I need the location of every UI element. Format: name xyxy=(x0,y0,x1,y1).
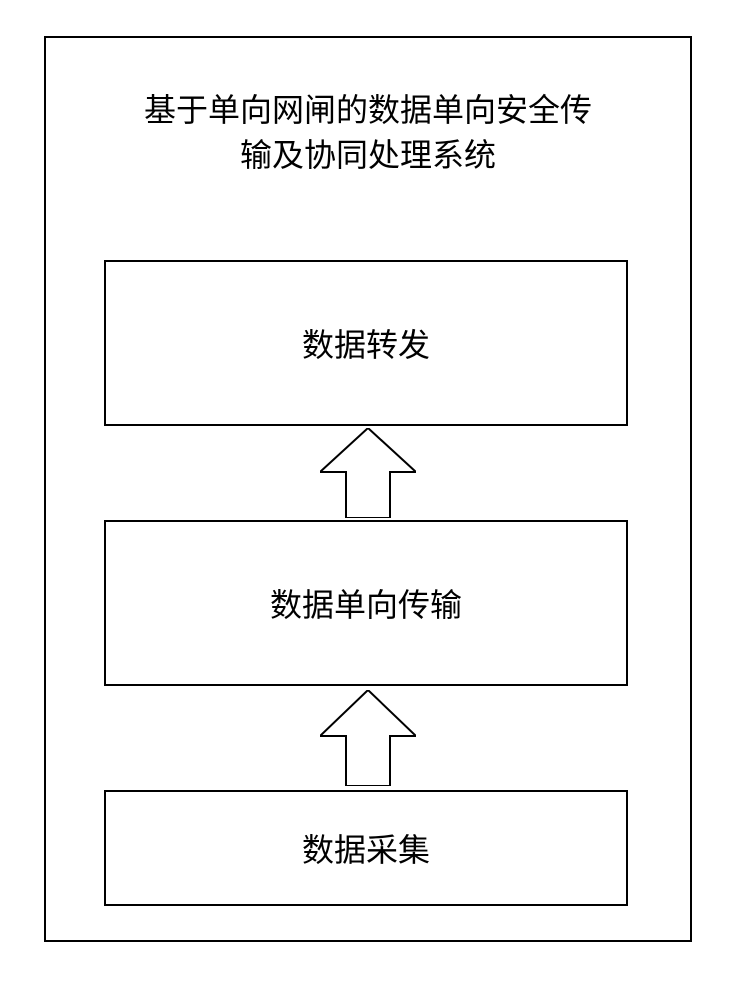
node-forward-label: 数据转发 xyxy=(302,320,430,366)
up-arrow-icon xyxy=(320,690,416,786)
node-collect: 数据采集 xyxy=(104,790,628,906)
node-transmit-label: 数据单向传输 xyxy=(270,580,462,626)
up-arrow-icon xyxy=(320,428,416,518)
title-line-2: 输及协同处理系统 xyxy=(130,133,606,178)
node-forward: 数据转发 xyxy=(104,260,628,426)
node-transmit: 数据单向传输 xyxy=(104,520,628,686)
title-line-1: 基于单向网闸的数据单向安全传 xyxy=(130,88,606,133)
arrow-collect-to-transmit xyxy=(320,690,416,786)
node-collect-label: 数据采集 xyxy=(302,825,430,871)
diagram-title: 基于单向网闸的数据单向安全传 输及协同处理系统 xyxy=(130,88,606,178)
arrow-transmit-to-forward xyxy=(320,428,416,518)
